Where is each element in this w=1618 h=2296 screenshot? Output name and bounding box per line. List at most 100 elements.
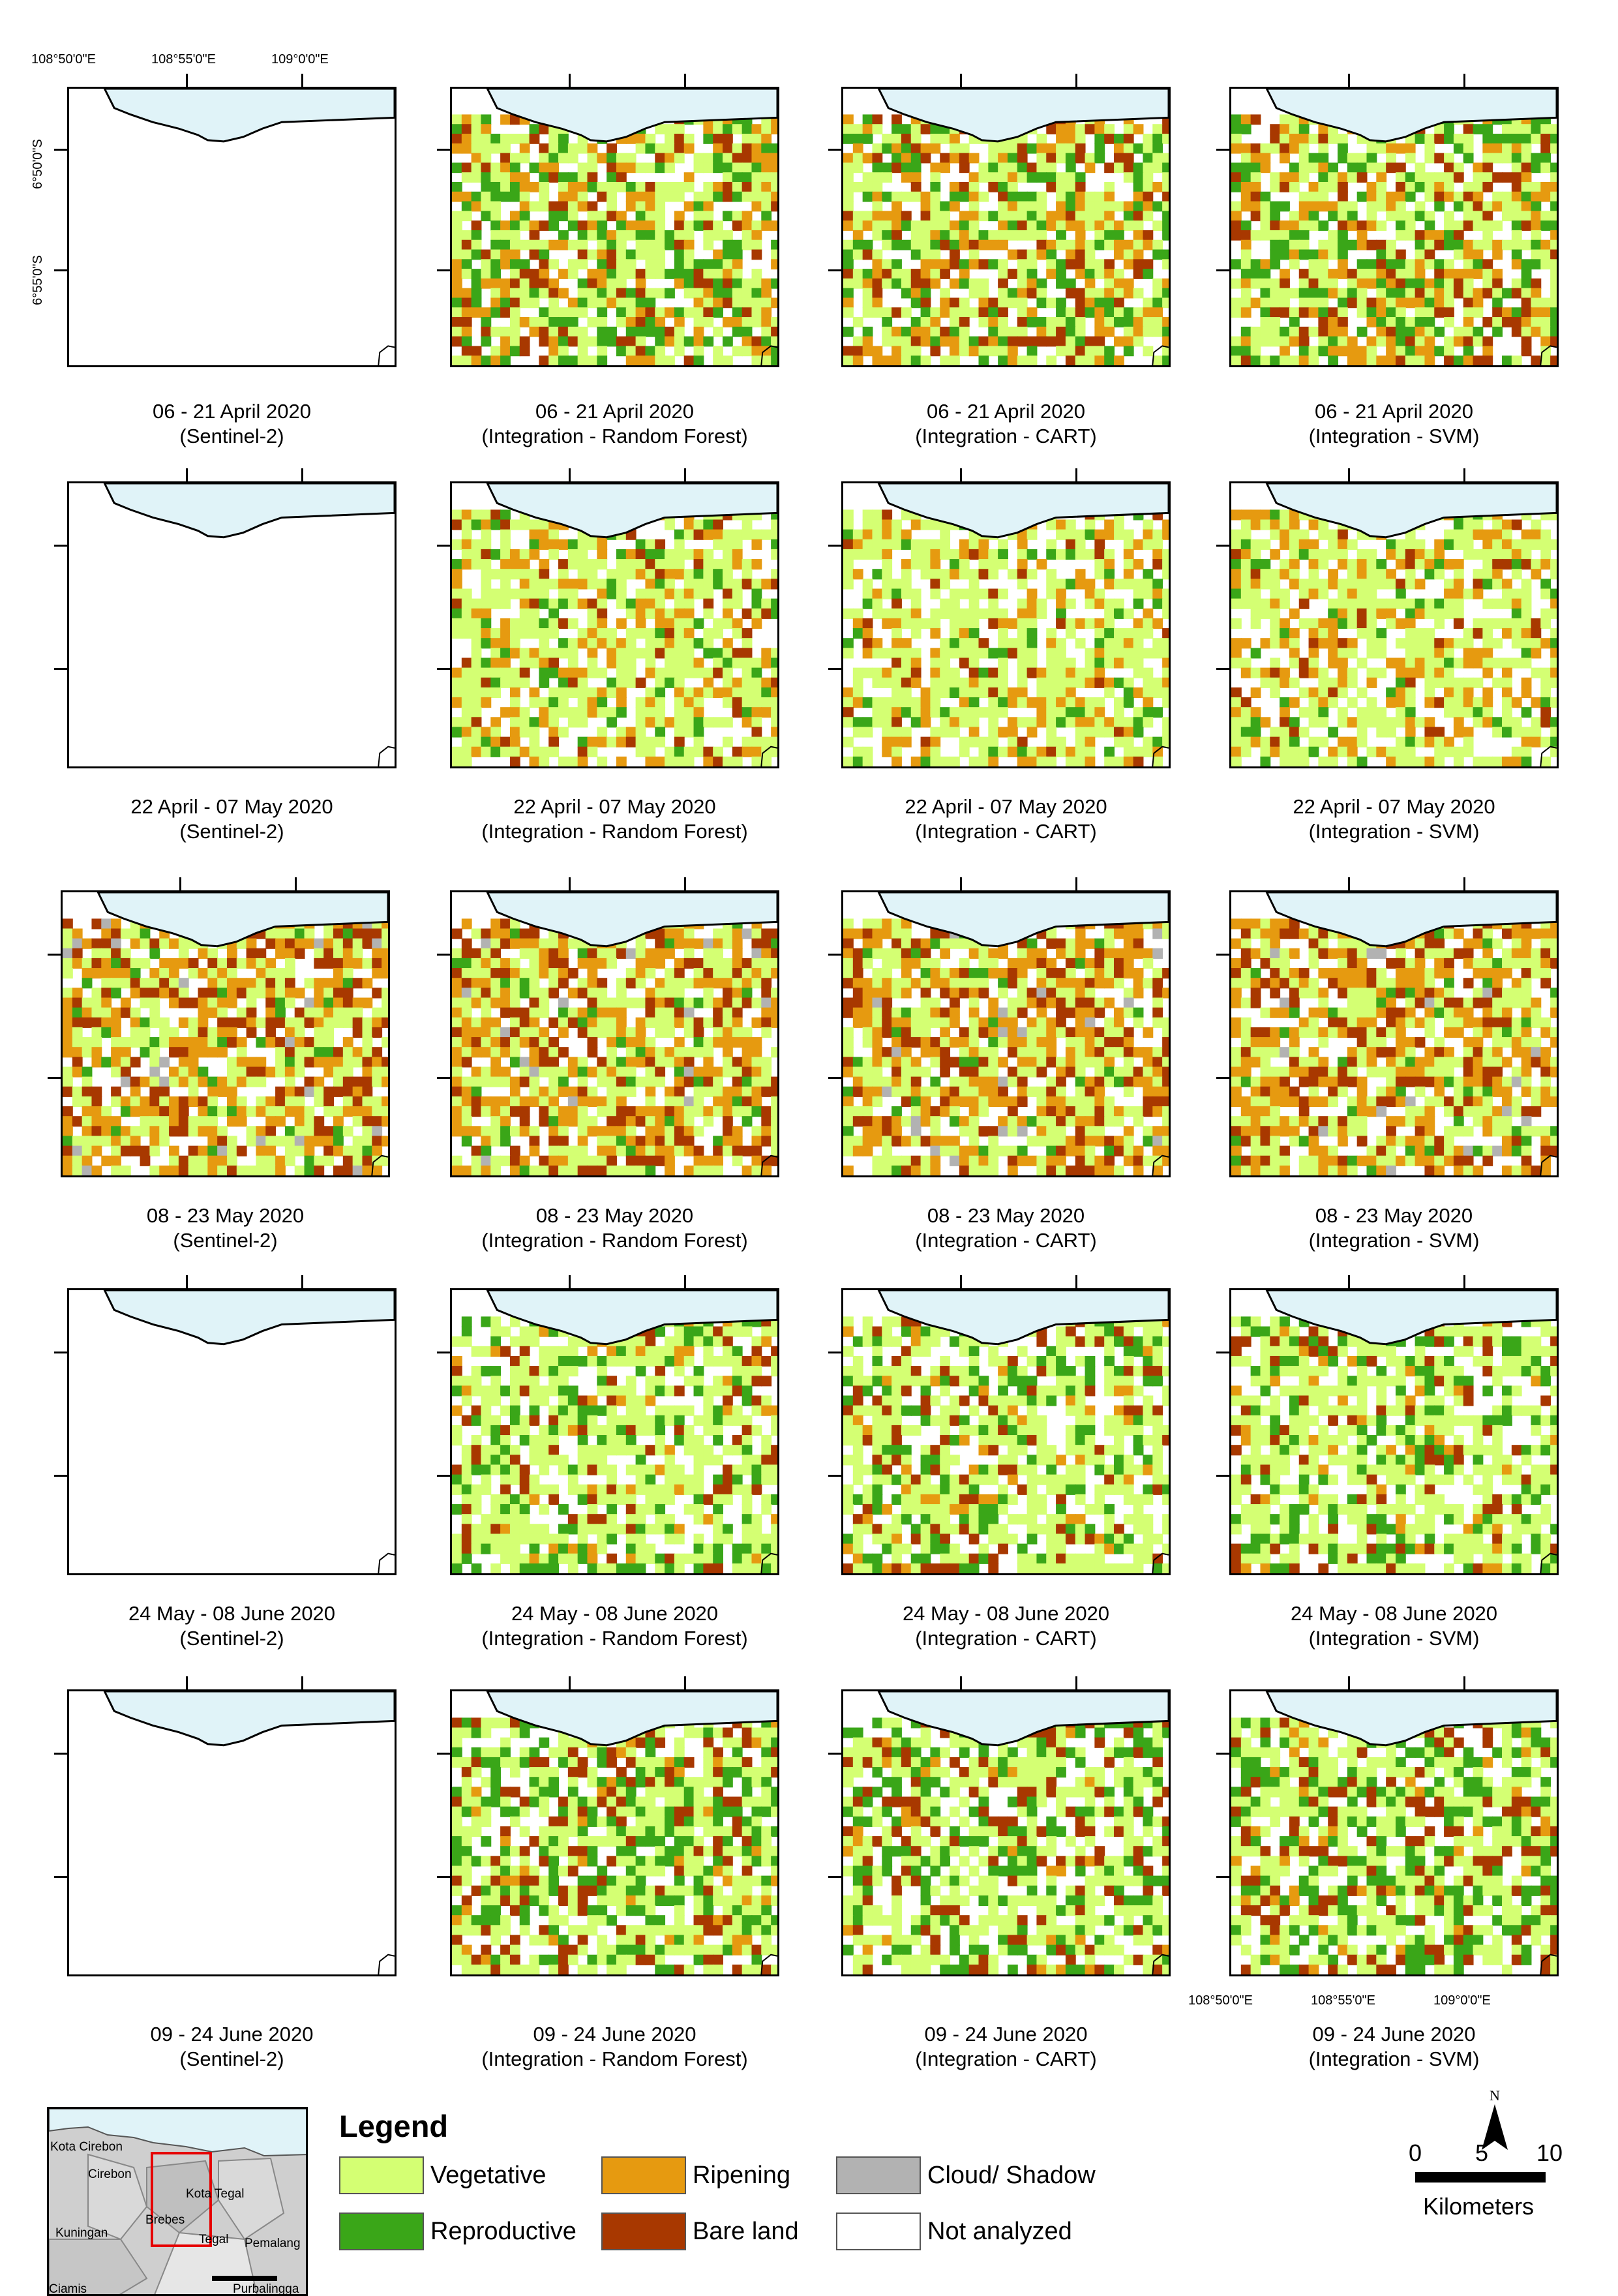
map-panel-11 — [841, 890, 1171, 1177]
tick-left-17-1 — [54, 1753, 68, 1755]
map-panel-1 — [67, 87, 397, 367]
tick-left-4-1 — [1216, 149, 1231, 151]
tick-left-18-1 — [437, 1753, 451, 1755]
tick-left-11-2 — [828, 1077, 843, 1079]
bottom-lon-label-2: 108°55'0"E — [1311, 1993, 1375, 2008]
tick-left-9-2 — [48, 1077, 62, 1079]
tick-left-19-2 — [828, 1876, 843, 1878]
inset-map-graphic — [49, 2109, 308, 2296]
panel-caption-18: 09 - 24 June 2020(Integration - Random F… — [432, 2022, 798, 2072]
map-raster-8 — [1231, 483, 1557, 766]
map-panel-20 — [1229, 1689, 1559, 1976]
tick-left-19-1 — [828, 1753, 843, 1755]
panel-date-1: 06 - 21 April 2020 — [50, 399, 415, 424]
panel-date-16: 24 May - 08 June 2020 — [1212, 1601, 1577, 1626]
panel-source-13: (Sentinel-2) — [50, 1626, 415, 1651]
panel-caption-11: 08 - 23 May 2020(Integration - CART) — [824, 1203, 1189, 1253]
tick-left-14-2 — [437, 1475, 451, 1477]
tick-left-17-2 — [54, 1876, 68, 1878]
legend-label-bare-land: Bare land — [693, 2218, 799, 2246]
bottom-lon-label-1: 108°50'0"E — [1188, 1993, 1253, 2008]
panel-caption-7: 22 April - 07 May 2020(Integration - CAR… — [824, 794, 1189, 844]
bottom-lon-label-3: 109°0'0"E — [1433, 1993, 1491, 2008]
tick-top-1-1 — [186, 74, 188, 88]
legend-label-reproductive: Reproductive — [430, 2218, 577, 2246]
map-raster-14 — [452, 1290, 777, 1573]
tick-top-10-2 — [684, 877, 686, 892]
tick-top-13-2 — [301, 1275, 303, 1290]
map-panel-17 — [67, 1689, 397, 1976]
panel-date-17: 09 - 24 June 2020 — [50, 2022, 415, 2047]
top-lon-label-2: 108°55'0"E — [151, 52, 216, 67]
tick-top-18-2 — [684, 1676, 686, 1691]
panel-source-5: (Sentinel-2) — [50, 819, 415, 844]
inset-label-brebes: Brebes — [145, 2213, 185, 2228]
panel-date-19: 09 - 24 June 2020 — [824, 2022, 1189, 2047]
map-raster-5 — [69, 483, 395, 766]
tick-top-20-2 — [1463, 1676, 1465, 1691]
tick-left-13-2 — [54, 1475, 68, 1477]
tick-top-11-1 — [960, 877, 962, 892]
panel-date-9: 08 - 23 May 2020 — [43, 1203, 408, 1228]
map-panel-7 — [841, 481, 1171, 768]
panel-caption-10: 08 - 23 May 2020(Integration - Random Fo… — [432, 1203, 798, 1253]
panel-caption-6: 22 April - 07 May 2020(Integration - Ran… — [432, 794, 798, 844]
panel-date-8: 22 April - 07 May 2020 — [1212, 794, 1577, 819]
tick-left-15-1 — [828, 1352, 843, 1353]
tick-left-18-2 — [437, 1876, 451, 1878]
tick-top-15-2 — [1075, 1275, 1077, 1290]
map-panel-19 — [841, 1689, 1171, 1976]
map-raster-12 — [1231, 892, 1557, 1175]
panel-source-4: (Integration - SVM) — [1212, 424, 1577, 449]
scale-tick-0: 0 — [1409, 2139, 1422, 2167]
scale-unit-label: Kilometers — [1423, 2193, 1534, 2220]
map-raster-9 — [63, 892, 388, 1175]
panel-source-17: (Sentinel-2) — [50, 2047, 415, 2072]
map-raster-16 — [1231, 1290, 1557, 1573]
tick-top-8-2 — [1463, 468, 1465, 483]
legend-label-cloud-shadow: Cloud/ Shadow — [927, 2162, 1096, 2190]
map-panel-16 — [1229, 1288, 1559, 1575]
panel-date-14: 24 May - 08 June 2020 — [432, 1601, 798, 1626]
panel-date-20: 09 - 24 June 2020 — [1212, 2022, 1577, 2047]
tick-left-20-1 — [1216, 1753, 1231, 1755]
panel-source-7: (Integration - CART) — [824, 819, 1189, 844]
tick-top-14-1 — [569, 1275, 571, 1290]
tick-left-9-1 — [48, 954, 62, 956]
scale-tick-10: 10 — [1536, 2139, 1563, 2167]
map-raster-4 — [1231, 89, 1557, 365]
map-panel-13 — [67, 1288, 397, 1575]
tick-top-19-2 — [1075, 1676, 1077, 1691]
panel-caption-12: 08 - 23 May 2020(Integration - SVM) — [1212, 1203, 1577, 1253]
tick-top-18-1 — [569, 1676, 571, 1691]
map-panel-2 — [450, 87, 779, 367]
panel-date-4: 06 - 21 April 2020 — [1212, 399, 1577, 424]
map-raster-20 — [1231, 1691, 1557, 1974]
tick-left-2-2 — [437, 269, 451, 271]
map-panel-10 — [450, 890, 779, 1177]
legend-label-not-analyzed: Not analyzed — [927, 2218, 1072, 2246]
legend-swatch-vegetative — [339, 2156, 424, 2194]
legend-swatch-cloud-shadow — [836, 2156, 921, 2194]
tick-top-9-2 — [295, 877, 297, 892]
map-raster-19 — [843, 1691, 1169, 1974]
legend-swatch-ripening — [601, 2156, 686, 2194]
tick-top-14-2 — [684, 1275, 686, 1290]
scale-tick-5: 5 — [1475, 2139, 1488, 2167]
map-raster-11 — [843, 892, 1169, 1175]
panel-date-2: 06 - 21 April 2020 — [432, 399, 798, 424]
map-raster-13 — [69, 1290, 395, 1573]
panel-date-11: 08 - 23 May 2020 — [824, 1203, 1189, 1228]
map-raster-17 — [69, 1691, 395, 1974]
tick-left-10-2 — [437, 1077, 451, 1079]
legend-label-vegetative: Vegetative — [430, 2162, 546, 2190]
panel-caption-3: 06 - 21 April 2020(Integration - CART) — [824, 399, 1189, 449]
tick-left-3-1 — [828, 149, 843, 151]
map-raster-6 — [452, 483, 777, 766]
panel-date-7: 22 April - 07 May 2020 — [824, 794, 1189, 819]
tick-top-6-1 — [569, 468, 571, 483]
left-lat-label-2: 6°55'0"S — [31, 255, 46, 305]
map-raster-18 — [452, 1691, 777, 1974]
panel-source-10: (Integration - Random Forest) — [432, 1228, 798, 1253]
panel-source-3: (Integration - CART) — [824, 424, 1189, 449]
